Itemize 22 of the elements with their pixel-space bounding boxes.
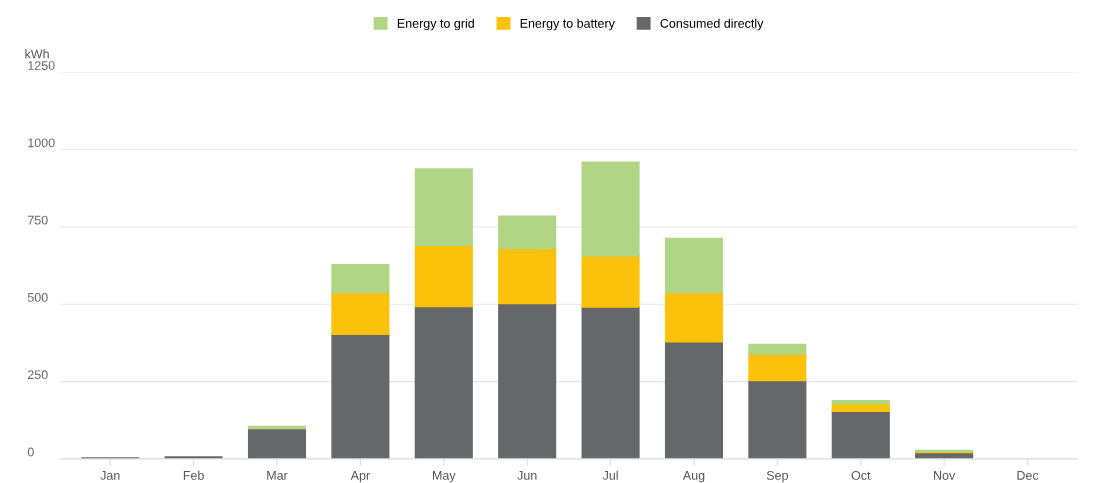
legend-label: Energy to grid	[397, 18, 474, 31]
x-tick-label: Feb	[183, 470, 204, 480]
x-tick-label: Jun	[517, 471, 537, 480]
y-tick-label: 250	[27, 370, 48, 380]
x-tick-label: Jan	[100, 471, 120, 480]
y-tick-label: 1250	[28, 61, 55, 70]
y-tick-label: 1000	[28, 138, 55, 148]
x-tick-label: Dec	[1017, 471, 1039, 480]
y-tick-label: 750	[27, 215, 48, 225]
x-tick-label: May	[433, 471, 456, 483]
x-tick-label: Apr	[350, 471, 370, 483]
y-axis-title: kWh	[25, 49, 49, 59]
x-tick-label: Aug	[682, 471, 705, 483]
x-tick-label: Jul	[602, 470, 618, 480]
x-tick-label: Sep	[766, 470, 788, 483]
legend-label: Consumed directly	[660, 18, 764, 31]
x-tick-label: Mar	[267, 471, 288, 480]
legend-label: Energy to battery	[520, 18, 615, 31]
y-tick-label: 500	[27, 292, 48, 302]
y-tick-label: 0	[27, 447, 34, 457]
x-tick-label: Oct	[851, 470, 871, 480]
x-tick-label: Nov	[934, 471, 956, 480]
